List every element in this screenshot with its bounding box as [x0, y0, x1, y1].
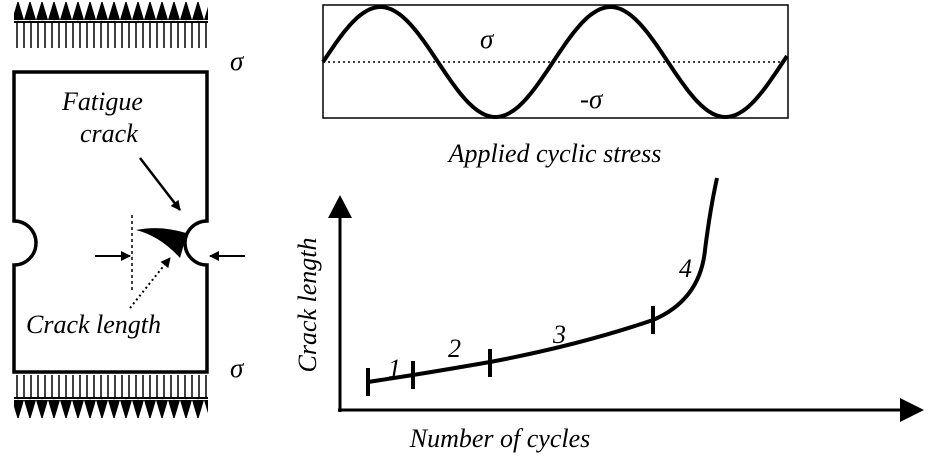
hatch-bottom	[14, 375, 208, 398]
positive-label: σ	[480, 24, 495, 54]
crack-label: crack	[80, 119, 138, 148]
hatch-top	[14, 22, 208, 48]
crack-pointer	[139, 157, 181, 211]
stage-label: 3	[552, 320, 566, 349]
load-arrows-top	[14, 2, 208, 22]
stage-label: 4	[679, 254, 692, 283]
stage-label: 2	[448, 334, 461, 363]
specimen: σ σ Fatigue crack Crack length	[12, 2, 245, 418]
stage-label: 1	[388, 354, 401, 383]
load-arrows-bottom	[14, 398, 208, 418]
stress-label: σ	[230, 353, 245, 383]
stress-label: σ	[230, 46, 245, 76]
specimen-outline	[12, 70, 209, 374]
length-pointer	[129, 257, 171, 309]
stress-plot: σ -σ Applied cyclic stress	[321, 4, 789, 168]
negative-label: -σ	[580, 84, 604, 114]
axis-arrow	[900, 398, 924, 422]
y-label: Crack length	[293, 237, 322, 372]
sine-wave	[321, 5, 789, 119]
length-label: Crack length	[26, 310, 161, 339]
growth-curve	[367, 177, 719, 384]
caption: Applied cyclic stress	[447, 139, 662, 168]
growth-plot: 1 2 3 4 Crack length Number of cycles	[293, 177, 924, 453]
crack	[136, 228, 186, 258]
axis-arrow	[328, 195, 352, 218]
x-label: Number of cycles	[409, 424, 591, 453]
crack-label: Fatigue	[61, 87, 143, 116]
